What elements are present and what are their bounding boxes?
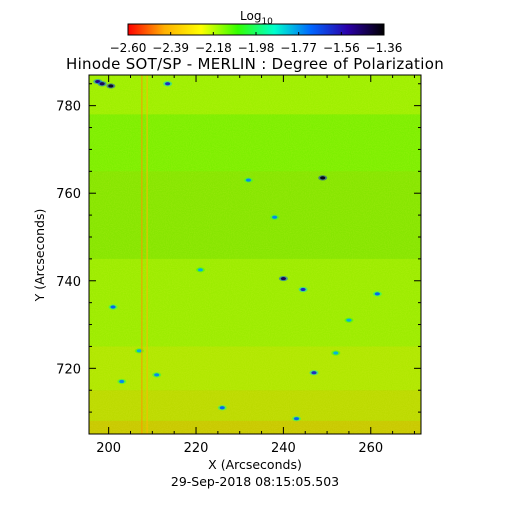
colorbar-label: Log10 (240, 9, 273, 27)
colorbar-tick-label: −2.60 (110, 41, 147, 55)
polarization-feature (119, 379, 125, 384)
polarization-feature (374, 292, 380, 296)
polarization-feature (245, 178, 252, 182)
polarization-feature (110, 305, 116, 309)
polarization-feature (165, 82, 171, 86)
colorbar-label-sub: 10 (261, 17, 273, 27)
colorbar-label-main: Log (240, 9, 261, 23)
colorbar-tick-label: −1.98 (238, 41, 275, 55)
polarization-feature (311, 371, 317, 375)
x-tick-label: 220 (184, 441, 209, 456)
plot-frame (88, 74, 422, 435)
x-axis-label: X (Arcseconds) (208, 457, 302, 472)
polarization-feature (99, 82, 105, 86)
y-tick-label: 760 (56, 187, 81, 202)
heatmap-features (93, 78, 382, 422)
polarization-feature (108, 84, 114, 88)
polarization-feature (272, 215, 278, 219)
polarization-feature (136, 349, 142, 353)
colorbar-tick-label: −1.77 (280, 41, 317, 55)
polarization-feature (320, 176, 326, 180)
x-axis-ticks: 200 220 240 260 (96, 75, 415, 456)
y-tick-label: 780 (56, 100, 81, 115)
polarization-feature (280, 276, 286, 281)
polarization-feature (333, 351, 339, 355)
x-tick-label: 200 (96, 441, 121, 456)
polarization-feature (197, 268, 203, 272)
chart-title: Hinode SOT/SP - MERLIN : Degree of Polar… (66, 55, 444, 73)
heatmap-stripe (146, 75, 148, 434)
heatmap-stripes (141, 75, 148, 434)
heatmap-stripe (141, 75, 143, 434)
y-axis-label: Y (Arcseconds) (32, 209, 47, 303)
polarization-feature (154, 373, 160, 377)
colorbar-tick-label: −1.56 (323, 41, 360, 55)
x-tick-label: 260 (358, 441, 383, 456)
colorbar-tick-label: −2.39 (152, 41, 189, 55)
colorbar-ticks: −2.60 −2.39 −2.18 −1.98 −1.77 −1.56 −1.36 (110, 32, 403, 55)
polarization-feature (346, 318, 352, 322)
y-axis-ticks: 720 740 760 780 (56, 83, 421, 435)
polarization-feature (219, 406, 225, 410)
polarization-feature (293, 417, 300, 421)
polarization-feature (300, 287, 306, 292)
heatmap-grain (89, 75, 421, 434)
observation-date: 29-Sep-2018 08:15:05.503 (171, 474, 339, 489)
x-tick-label: 240 (271, 441, 296, 456)
y-tick-label: 720 (56, 362, 81, 377)
plot-area (89, 75, 421, 434)
colorbar-tick-label: −1.36 (366, 41, 403, 55)
y-tick-label: 740 (56, 275, 81, 290)
colorbar-tick-label: −2.18 (195, 41, 232, 55)
